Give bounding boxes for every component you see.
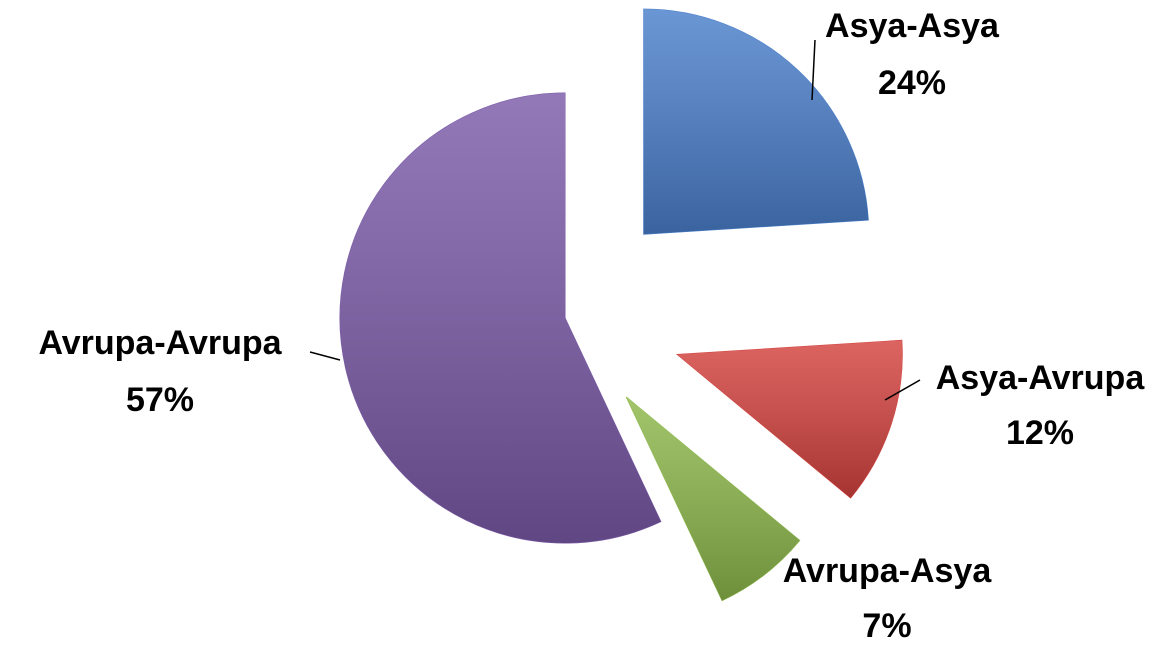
slice-value-label: 12%	[1006, 414, 1074, 452]
slice-label: Asya-Avrupa	[936, 359, 1146, 397]
slice-value-label: 7%	[862, 607, 911, 645]
slice-value-label: 24%	[878, 64, 946, 102]
slice-label: Avrupa-Avrupa	[38, 324, 282, 362]
slice-label: Avrupa-Asya	[783, 552, 993, 590]
slice-shade	[626, 397, 800, 601]
leader-line	[884, 379, 921, 401]
leader-line	[309, 351, 341, 361]
slice-label: Asya-Asya	[825, 7, 1000, 45]
slice-shade	[339, 93, 661, 543]
slice-shade	[677, 340, 903, 498]
slice-shade	[643, 9, 869, 235]
slice-value-label: 57%	[126, 381, 194, 419]
leader-line	[811, 39, 816, 101]
